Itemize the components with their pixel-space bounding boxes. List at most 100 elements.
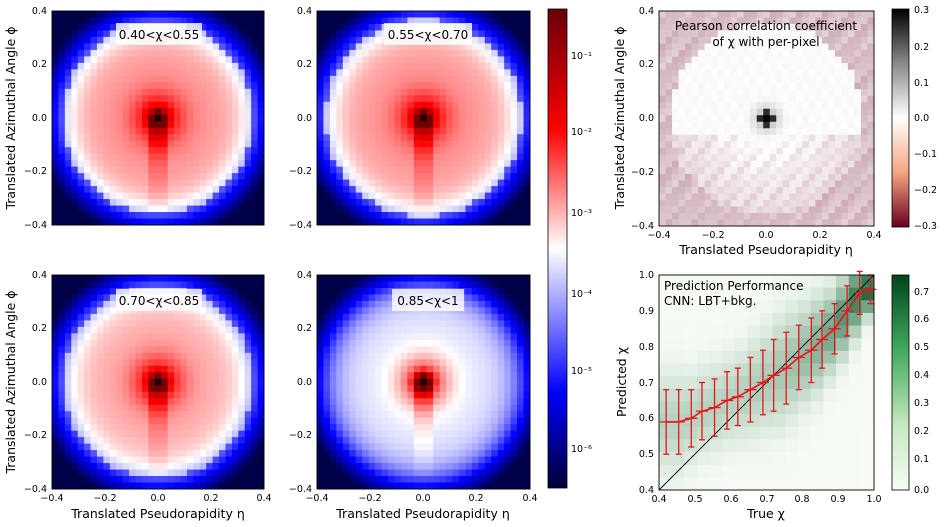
heatmap-cell bbox=[471, 294, 479, 302]
heatmap-cell bbox=[407, 88, 415, 96]
heatmap-cell bbox=[439, 127, 447, 135]
heatmap-cell bbox=[504, 147, 512, 155]
heatmap-cell bbox=[452, 17, 460, 25]
heatmap-cell bbox=[375, 147, 382, 155]
heatmap-cell bbox=[439, 372, 447, 380]
heatmap-cell bbox=[349, 391, 357, 399]
heatmap-cell bbox=[484, 450, 492, 457]
heatmap-cell bbox=[504, 398, 512, 406]
heatmap-cell bbox=[84, 326, 91, 334]
heatmap-cell bbox=[251, 469, 258, 477]
heatmap-cell bbox=[336, 300, 344, 308]
heatmap-cell bbox=[329, 359, 337, 367]
heatmap-cell bbox=[180, 365, 188, 373]
heatmap-cell bbox=[750, 69, 758, 77]
heatmap-cell bbox=[446, 49, 453, 57]
heatmap-cell bbox=[342, 275, 350, 282]
heatmap-cell bbox=[711, 82, 719, 90]
heatmap-cell bbox=[225, 43, 233, 51]
heatmap-cell bbox=[717, 63, 725, 71]
heatmap-cell bbox=[362, 443, 370, 451]
heatmap-cell bbox=[704, 82, 712, 90]
heatmap-cell bbox=[154, 56, 162, 64]
heatmap-cell bbox=[769, 37, 777, 44]
heatmap-cell bbox=[491, 62, 499, 70]
heatmap-cell bbox=[199, 88, 207, 96]
heatmap-cell bbox=[238, 88, 246, 96]
heatmap-cell bbox=[336, 482, 344, 490]
heatmap-cell bbox=[497, 437, 505, 444]
heatmap-cell bbox=[678, 82, 686, 90]
heatmap-cell bbox=[381, 378, 389, 386]
heatmap-cell bbox=[659, 76, 666, 84]
heatmap-cell bbox=[77, 199, 85, 206]
heatmap-cell bbox=[103, 49, 111, 57]
heatmap-cell bbox=[129, 456, 136, 464]
heatmap-cell bbox=[206, 326, 213, 334]
heatmap-cell bbox=[174, 450, 181, 457]
heatmap-cell bbox=[394, 320, 402, 328]
heatmap-cell bbox=[96, 160, 104, 168]
heatmap-cell bbox=[52, 275, 59, 282]
heatmap-cell bbox=[64, 463, 72, 470]
heatmap-cell bbox=[186, 166, 194, 174]
heatmap-cell bbox=[517, 378, 524, 386]
heatmap-cell bbox=[199, 385, 207, 393]
heatmap-cell bbox=[257, 307, 265, 315]
heatmap-cell bbox=[349, 326, 357, 334]
heatmap-cell bbox=[504, 424, 512, 432]
heatmap-cell bbox=[478, 108, 486, 116]
heatmap-cell bbox=[219, 75, 226, 83]
heatmap-cell bbox=[244, 346, 252, 354]
heatmap-cell bbox=[730, 167, 738, 175]
heatmap-cell bbox=[446, 95, 453, 103]
heatmap-cell bbox=[212, 166, 220, 174]
heatmap-cell bbox=[769, 30, 777, 38]
heatmap-cell bbox=[685, 56, 692, 64]
heatmap-cell bbox=[154, 173, 162, 180]
heatmap-cell bbox=[413, 199, 421, 206]
heatmap-cell bbox=[737, 206, 745, 214]
heatmap-cell bbox=[375, 36, 382, 44]
heatmap-cell bbox=[148, 173, 156, 180]
heatmap-cell bbox=[465, 443, 473, 451]
heatmap-cell bbox=[756, 95, 764, 103]
heatmap-cell bbox=[90, 300, 98, 308]
heatmap-cell bbox=[186, 43, 194, 51]
heatmap-cell bbox=[71, 30, 79, 38]
heatmap-cell bbox=[394, 463, 402, 470]
heatmap-cell bbox=[685, 95, 692, 103]
heatmap-cell bbox=[167, 166, 175, 174]
x-tick-labels: −0.4 −0.2 0.0 0.2 0.4 bbox=[305, 493, 537, 504]
heatmap-cell bbox=[400, 43, 408, 51]
heatmap-cell bbox=[446, 339, 453, 347]
heatmap-cell bbox=[109, 75, 117, 83]
heatmap-cell bbox=[251, 307, 258, 315]
heatmap-cell bbox=[413, 443, 421, 451]
heatmap-cell bbox=[148, 320, 156, 328]
heatmap-cell bbox=[413, 114, 421, 122]
heatmap-cell bbox=[504, 153, 512, 161]
heatmap-cell bbox=[186, 82, 194, 90]
heatmap-cell bbox=[381, 417, 389, 425]
heatmap-cell bbox=[510, 378, 518, 386]
heatmap-cell bbox=[362, 307, 370, 315]
heatmap-cell bbox=[135, 430, 143, 438]
heatmap-cell bbox=[317, 23, 324, 31]
heatmap-cell bbox=[167, 391, 175, 399]
annotation-text: 0.55<χ<0.70 bbox=[388, 28, 468, 42]
heatmap-cell bbox=[517, 147, 524, 155]
heatmap-cell bbox=[141, 153, 149, 161]
heatmap-cell bbox=[426, 160, 434, 168]
heatmap-cell bbox=[109, 287, 117, 295]
heatmap-cell bbox=[711, 180, 719, 188]
heatmap-cell bbox=[199, 30, 207, 38]
heatmap-cell bbox=[244, 469, 252, 477]
heatmap-cell bbox=[238, 82, 246, 90]
heatmap-cell bbox=[323, 339, 331, 347]
heatmap-cell bbox=[717, 212, 725, 220]
heatmap-cell bbox=[517, 88, 524, 96]
heatmap-cell bbox=[388, 313, 395, 321]
heatmap-cell bbox=[672, 134, 679, 142]
heatmap-cell bbox=[478, 417, 486, 425]
